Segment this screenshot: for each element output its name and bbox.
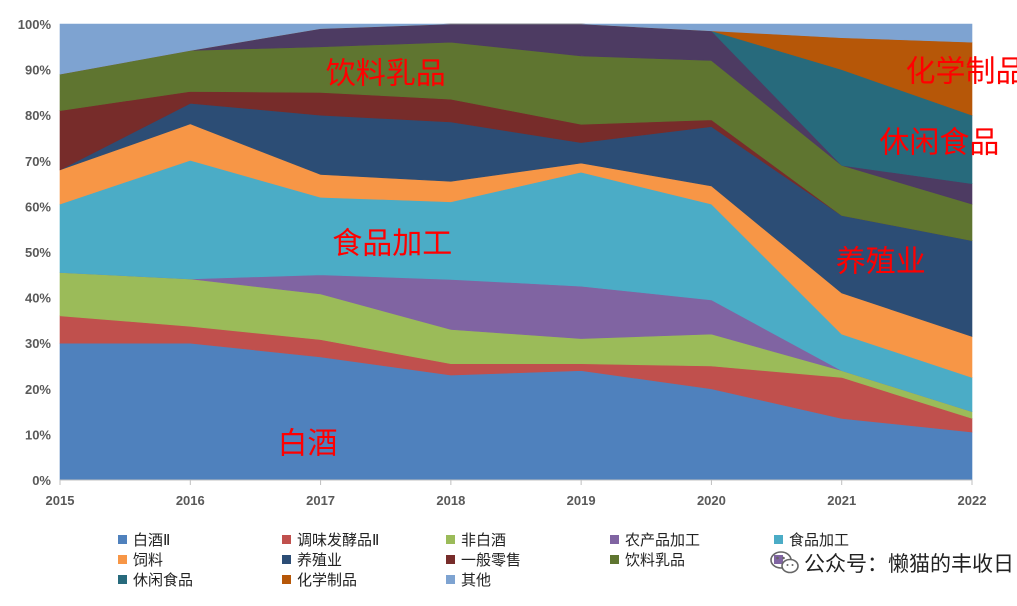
legend-item: 非白酒 [446,530,610,549]
legend-item [774,550,938,569]
annotation-label: 养殖业 [836,244,926,279]
annotation-label: 饮料乳品 [326,57,446,92]
wechat-icon [770,551,799,574]
legend-item: 农产品加工 [610,530,774,549]
legend-swatch [610,535,619,544]
annotation-label: 化学制品 [905,54,1017,89]
legend-item: 食品加工 [774,530,938,549]
legend-label: 饮料乳品 [625,551,686,569]
y-tick-label: 30% [25,336,51,351]
y-tick-label: 10% [25,427,51,442]
y-tick-label: 90% [25,63,51,78]
legend-label: 农产品加工 [625,531,701,549]
legend-item: 饮料乳品 [610,550,774,569]
y-tick-label: 0% [32,473,51,488]
legend-item: 休闲食品 [118,570,282,589]
x-tick-label: 2015 [46,493,75,508]
area-12 [59,23,973,75]
legend-item: 饲料 [118,550,282,569]
legend-swatch [282,555,291,564]
legend-swatch [610,555,619,564]
annotation-label: 食品加工 [332,226,452,261]
legend-label: 调味发酵品Ⅱ [297,531,380,549]
y-tick-label: 20% [25,382,51,397]
y-axis: 0% 10% 20% 30% 40% 50% 60% 70% 80% 90% 100% [18,17,52,488]
y-tick-label: 70% [25,154,51,169]
area-layers [59,23,973,481]
y-tick-label: 80% [25,108,51,123]
legend-swatch [118,575,127,584]
legend-swatch [282,535,291,544]
y-tick-label: 100% [18,17,52,32]
legend-swatch [446,535,455,544]
x-tick-label: 2017 [306,493,335,508]
legend-swatch [446,575,455,584]
y-tick-label: 50% [25,245,51,260]
x-tick-label: 2019 [567,493,596,508]
legend-swatch [446,555,455,564]
y-tick-label: 60% [25,199,51,214]
legend-item: 养殖业 [282,550,446,569]
legend-label: 白酒Ⅱ [133,531,171,549]
legend-label: 饲料 [133,551,164,569]
legend-item: 调味发酵品Ⅱ [282,530,446,549]
legend-item: 白酒Ⅱ [118,530,282,549]
x-tick-label: 2022 [958,493,987,508]
legend-swatch [774,555,783,564]
x-tick-label: 2020 [697,493,726,508]
watermark-text: 公众号：懒猫的丰收日 [804,552,1014,576]
legend-item: 其他 [446,570,610,589]
legend-label: 食品加工 [789,531,850,549]
watermark: 公众号：懒猫的丰收日 [770,548,1014,578]
x-axis: 2015 2016 2017 2018 2019 2020 2021 2022 [46,479,987,508]
x-tick-label: 2021 [827,493,856,508]
legend-swatch [282,575,291,584]
legend-swatch [118,555,127,564]
legend-label: 其他 [461,571,492,589]
y-tick-label: 40% [25,291,51,306]
legend-label: 一般零售 [461,551,522,569]
legend-label: 非白酒 [461,531,507,549]
legend: 白酒Ⅱ 调味发酵品Ⅱ 非白酒 农产品加工 食品加工饲料 养殖业 一般零售 饮料乳品休闲食品 化学… [118,530,878,589]
annotation-label: 休闲食品 [879,125,999,160]
x-tick-label: 2016 [176,493,205,508]
legend-swatch [118,535,127,544]
legend-swatch [774,535,783,544]
legend-label: 养殖业 [297,551,343,569]
x-tick-label: 2018 [436,493,465,508]
annotation-label: 白酒 [278,427,338,462]
legend-label: 化学制品 [297,571,358,589]
legend-label: 休闲食品 [133,571,194,589]
legend-item: 化学制品 [282,570,446,589]
legend-item: 一般零售 [446,550,610,569]
